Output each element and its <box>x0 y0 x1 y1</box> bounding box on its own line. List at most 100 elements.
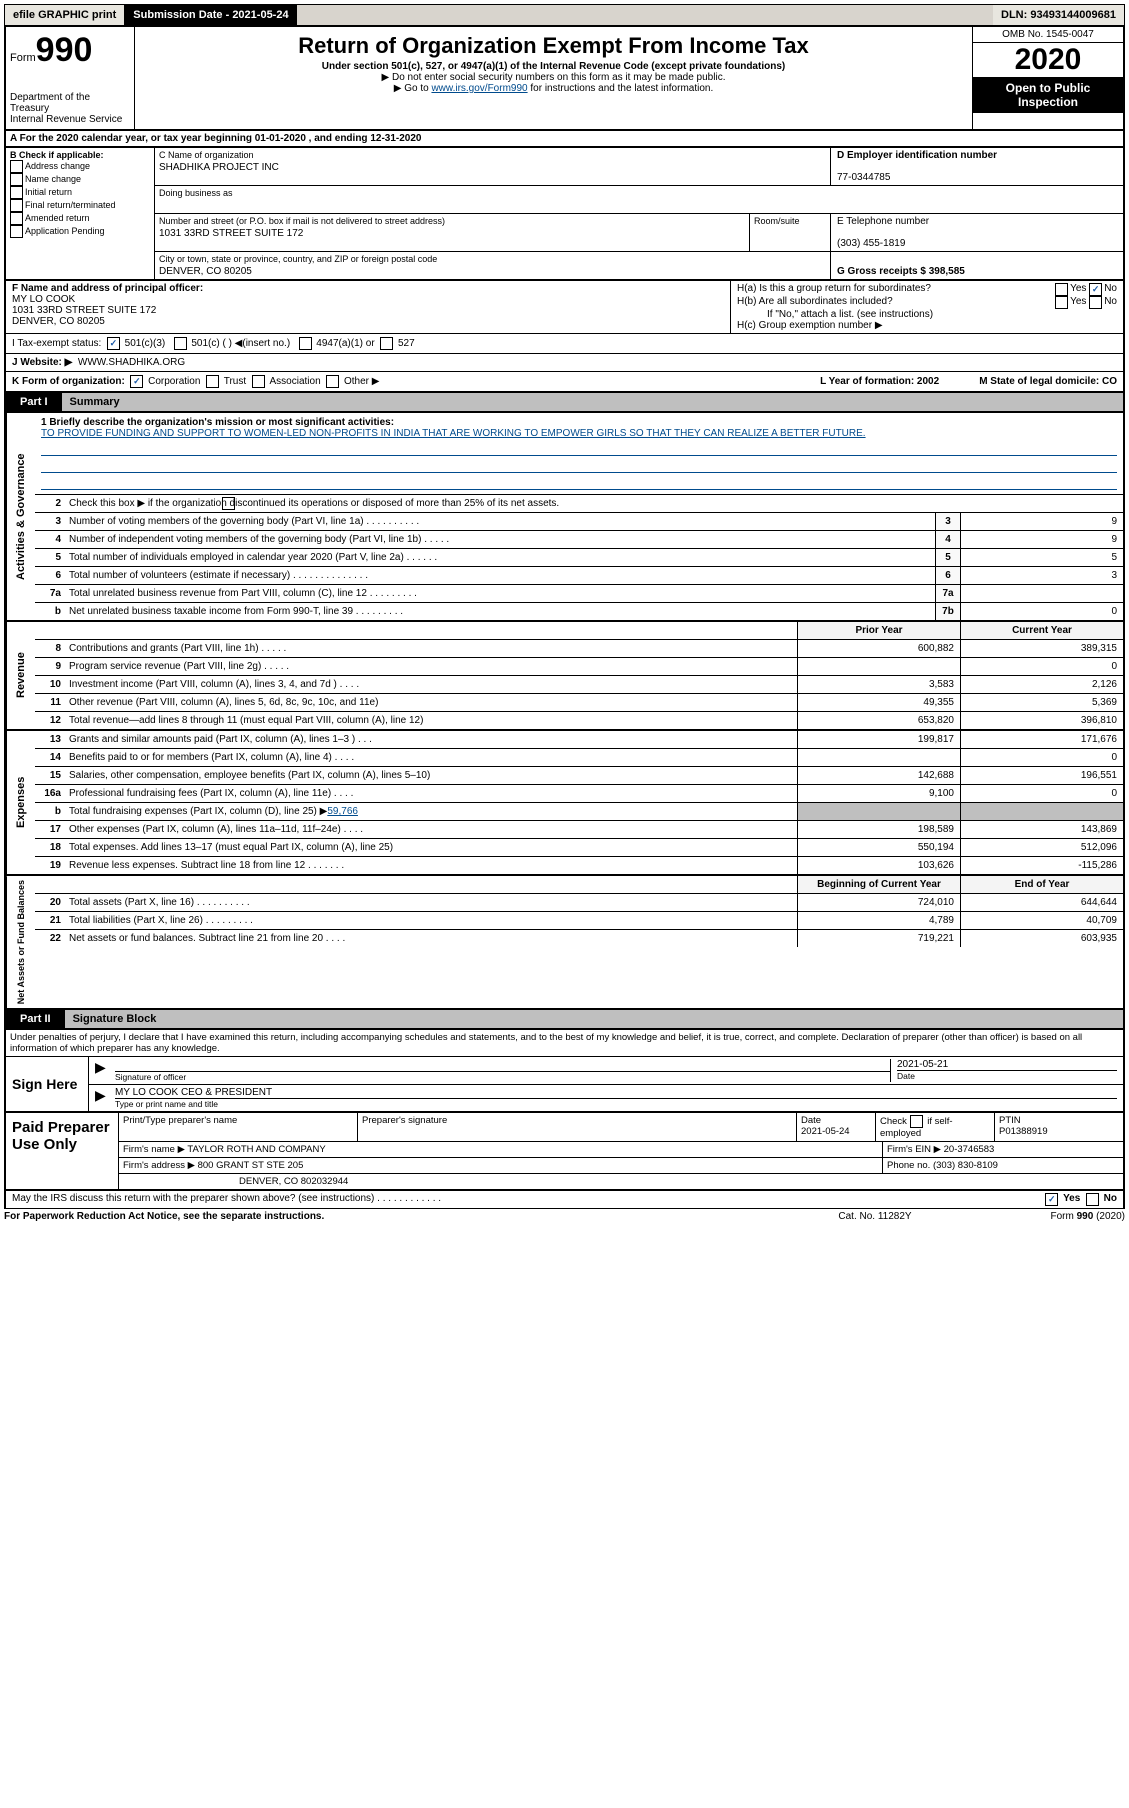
chk-self-emp[interactable] <box>910 1115 923 1128</box>
chk-final[interactable] <box>10 199 23 212</box>
hb-label: H(b) Are all subordinates included? <box>737 296 1055 309</box>
l3: Number of voting members of the governin… <box>65 514 935 529</box>
ptin-label: PTIN <box>999 1115 1021 1126</box>
sign-here-block: Sign Here ▶ Signature of officer 2021-05… <box>4 1056 1125 1113</box>
chk-assoc[interactable] <box>252 375 265 388</box>
cy21: 40,709 <box>960 912 1123 929</box>
dba-label: Doing business as <box>155 186 831 200</box>
addr: 1031 33RD STREET SUITE 172 <box>155 228 749 241</box>
chk-name[interactable] <box>10 173 23 186</box>
addr-label: Number and street (or P.O. box if mail i… <box>155 214 749 228</box>
netassets-block: Net Assets or Fund Balances Beginning of… <box>4 876 1125 1010</box>
officer-name-title: MY LO COOK CEO & PRESIDENT <box>115 1087 1117 1098</box>
cy20: 644,644 <box>960 894 1123 911</box>
org-name: SHADHIKA PROJECT INC <box>155 162 830 175</box>
cy11: 5,369 <box>960 694 1123 711</box>
form-number: Form990 <box>10 31 130 70</box>
efile-print-button[interactable]: efile GRAPHIC print <box>5 5 125 25</box>
tel: (303) 455-1819 <box>837 238 905 249</box>
section-j: J Website: ▶ WWW.SHADHIKA.ORG <box>4 354 1125 372</box>
prep-date-label: Date <box>801 1115 821 1126</box>
submission-date: Submission Date - 2021-05-24 <box>125 5 296 25</box>
row-a-period: A For the 2020 calendar year, or tax yea… <box>4 131 1125 148</box>
room-label: Room/suite <box>750 214 830 228</box>
org-name-label: C Name of organization <box>155 148 830 162</box>
l14: Benefits paid to or for members (Part IX… <box>65 750 797 765</box>
sig-declaration: Under penalties of perjury, I declare th… <box>4 1030 1125 1056</box>
prep-date: 2021-05-24 <box>801 1126 850 1137</box>
section-fh: F Name and address of principal officer:… <box>4 281 1125 334</box>
cy19: -115,286 <box>960 857 1123 874</box>
paid-label: Paid Preparer Use Only <box>6 1113 118 1189</box>
paid-preparer-block: Paid Preparer Use Only Print/Type prepar… <box>4 1113 1125 1191</box>
v7b: 0 <box>960 603 1123 620</box>
footer: For Paperwork Reduction Act Notice, see … <box>4 1209 1125 1224</box>
firm-addr-label: Firm's address ▶ <box>123 1160 195 1171</box>
ha-no[interactable] <box>1089 283 1102 296</box>
footer-left: For Paperwork Reduction Act Notice, see … <box>4 1211 775 1222</box>
chk-pending[interactable] <box>10 225 23 238</box>
hb-yes[interactable] <box>1055 296 1068 309</box>
subtitle-section: Under section 501(c), 527, or 4947(a)(1)… <box>139 61 968 72</box>
section-klm: K Form of organization: Corporation Trus… <box>4 372 1125 393</box>
chk-4947[interactable] <box>299 337 312 350</box>
revenue-block: Revenue Prior YearCurrent Year 8Contribu… <box>4 622 1125 731</box>
v7a <box>960 585 1123 602</box>
chk-501c[interactable] <box>174 337 187 350</box>
tel-label: E Telephone number <box>837 216 929 227</box>
sig-date-label: Date <box>897 1070 1117 1081</box>
l2-chk[interactable] <box>222 497 235 510</box>
officer-addr2: DENVER, CO 80205 <box>12 316 105 327</box>
chk-other[interactable] <box>326 375 339 388</box>
form-header: Form990 Department of the Treasury Inter… <box>4 26 1125 131</box>
arrow-icon: ▶ <box>95 1059 115 1082</box>
phone: (303) 830-8109 <box>933 1160 998 1171</box>
py13: 199,817 <box>797 731 960 748</box>
py22: 719,221 <box>797 930 960 947</box>
part1-tag: Part I <box>6 393 62 411</box>
firm-name-label: Firm's name ▶ <box>123 1144 185 1155</box>
side-ag: Activities & Governance <box>6 413 35 620</box>
officer-addr1: 1031 33RD STREET SUITE 172 <box>12 305 156 316</box>
footer-mid: Cat. No. 11282Y <box>775 1211 975 1222</box>
form-prefix: Form <box>10 52 36 64</box>
py14 <box>797 749 960 766</box>
py18: 550,194 <box>797 839 960 856</box>
py9 <box>797 658 960 675</box>
discuss-yes[interactable] <box>1045 1193 1058 1206</box>
ptin: P01388919 <box>999 1126 1048 1137</box>
cy10: 2,126 <box>960 676 1123 693</box>
chk-initial[interactable] <box>10 186 23 199</box>
chk-501c3[interactable] <box>107 337 120 350</box>
chk-address[interactable] <box>10 160 23 173</box>
ha-yes[interactable] <box>1055 283 1068 296</box>
firm-name: TAYLOR ROTH AND COMPANY <box>187 1144 325 1155</box>
chk-amended[interactable] <box>10 212 23 225</box>
chk-527[interactable] <box>380 337 393 350</box>
discuss-no[interactable] <box>1086 1193 1099 1206</box>
py10: 3,583 <box>797 676 960 693</box>
l5: Total number of individuals employed in … <box>65 550 935 565</box>
l22: Net assets or fund balances. Subtract li… <box>65 931 797 946</box>
part2-header: Part II Signature Block <box>4 1010 1125 1030</box>
side-rev: Revenue <box>6 622 35 729</box>
arrow-icon: ▶ <box>95 1087 115 1109</box>
py15: 142,688 <box>797 767 960 784</box>
hdr-py: Prior Year <box>797 622 960 639</box>
subtitle-goto: ▶ Go to www.irs.gov/Form990 for instruct… <box>139 83 968 94</box>
footer-right: Form 990 (2020) <box>975 1211 1125 1222</box>
type-print-label: Type or print name and title <box>115 1098 1117 1109</box>
chk-corp[interactable] <box>130 375 143 388</box>
py21: 4,789 <box>797 912 960 929</box>
cy16a: 0 <box>960 785 1123 802</box>
hb-no[interactable] <box>1089 296 1102 309</box>
city-label: City or town, state or province, country… <box>155 252 830 266</box>
firm-ein-label: Firm's EIN ▶ <box>887 1144 941 1155</box>
chk-trust[interactable] <box>206 375 219 388</box>
l1-label: 1 Briefly describe the organization's mi… <box>41 417 394 428</box>
section-b: B Check if applicable: Address change Na… <box>6 148 155 279</box>
hdr-cy: Current Year <box>960 622 1123 639</box>
ein: 77-0344785 <box>837 172 890 183</box>
v4: 9 <box>960 531 1123 548</box>
irs-link[interactable]: www.irs.gov/Form990 <box>431 83 527 94</box>
